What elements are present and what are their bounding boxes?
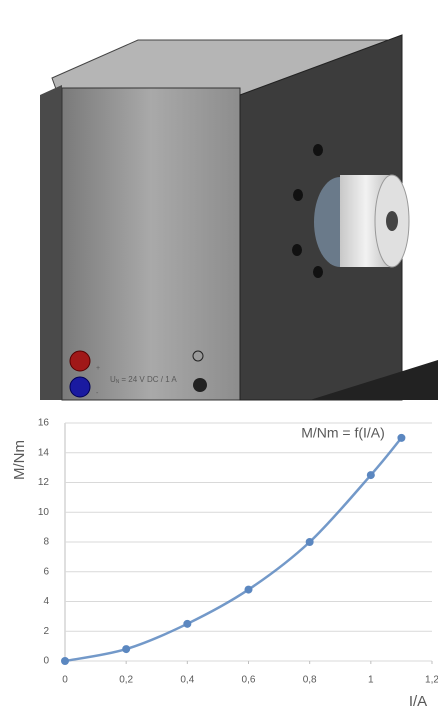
- device-front: [61, 87, 241, 401]
- data-point: [183, 619, 192, 628]
- screw: [313, 266, 323, 278]
- y-tick-label: 8: [43, 537, 49, 548]
- data-line: [64, 437, 403, 663]
- y-axis-label: M/Nm: [11, 440, 28, 480]
- y-tick-label: 14: [38, 447, 50, 458]
- data-point: [366, 471, 375, 480]
- x-tick-label: 1,2: [425, 675, 438, 686]
- screw: [313, 144, 323, 156]
- device-left: [40, 85, 62, 400]
- rating-label: UN = 24 V DC / 1 A: [110, 375, 177, 385]
- symbol: [192, 350, 204, 362]
- data-point: [61, 657, 69, 665]
- y-tick-label: 16: [38, 418, 50, 429]
- socket-blue: [69, 376, 91, 398]
- x-axis-label: I/A: [409, 693, 427, 710]
- x-tick-label: 0,6: [242, 675, 256, 686]
- x-tick-label: 1: [368, 675, 374, 686]
- rating-u: U: [110, 375, 116, 384]
- device-render: + - UN = 24 V DC / 1 A: [40, 34, 438, 401]
- screw: [292, 244, 302, 256]
- data-point: [244, 585, 253, 594]
- y-tick-label: 4: [43, 596, 49, 607]
- device-base: [310, 360, 438, 400]
- screw: [293, 189, 303, 201]
- x-tick-label: 0,4: [180, 675, 194, 686]
- y-tick-label: 12: [38, 477, 50, 488]
- minus-sign: -: [96, 390, 99, 397]
- x-tick-label: 0,2: [119, 675, 133, 686]
- plus-sign: +: [96, 365, 100, 372]
- data-point: [397, 433, 406, 442]
- rating-sub: N: [116, 379, 120, 385]
- pulley-bore: [386, 211, 398, 231]
- data-point: [122, 645, 131, 654]
- y-tick-label: 10: [38, 507, 50, 518]
- rating-rest: = 24 V DC / 1 A: [121, 375, 177, 384]
- y-tick-label: 6: [43, 566, 49, 577]
- socket-red: [69, 350, 91, 372]
- chart-title: M/Nm = f(I/A): [301, 425, 385, 441]
- data-point: [305, 538, 314, 546]
- x-tick-label: 0: [62, 675, 68, 686]
- switch: [193, 378, 207, 392]
- x-tick-label: 0,8: [303, 675, 317, 686]
- y-tick-label: 0: [43, 656, 49, 667]
- y-tick-label: 2: [43, 626, 49, 637]
